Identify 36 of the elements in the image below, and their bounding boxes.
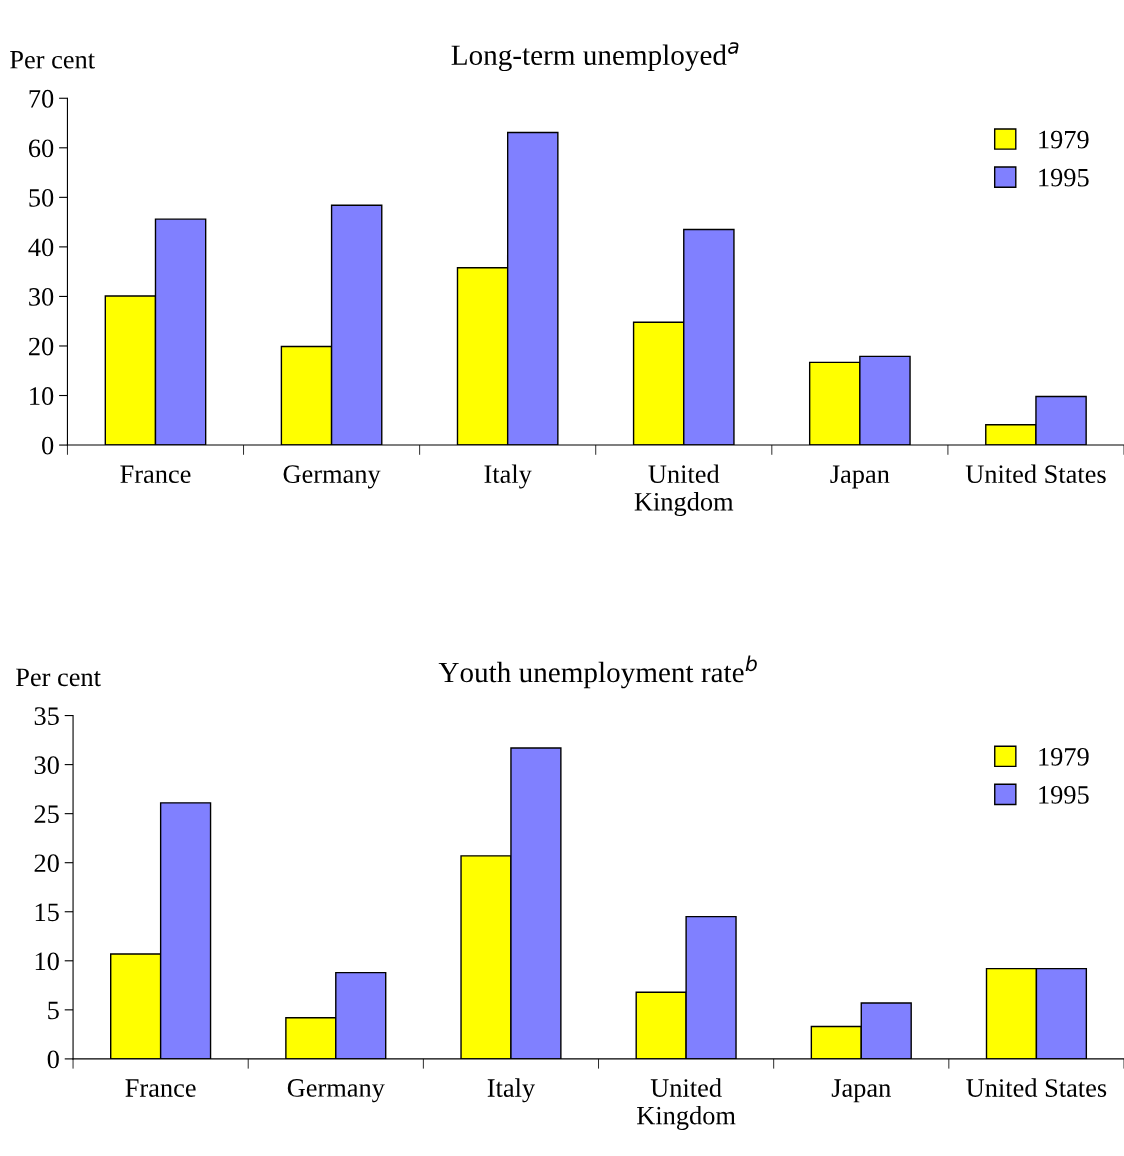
legend-label: 1979	[1039, 130, 1089, 149]
x-tick-label: United Kingdom	[634, 464, 734, 517]
x-tick-label: United Kingdom	[637, 1078, 736, 1130]
y-tick-label: 0	[42, 436, 54, 455]
x-tick-label: Japan	[830, 465, 890, 489]
y-tick-label: 35	[34, 707, 59, 725]
y-tick-label: 70	[29, 89, 54, 108]
y-axis-title: Per cent	[16, 668, 101, 687]
y-axis-title: Per cent	[10, 51, 95, 69]
x-tick-label: Italy	[487, 1078, 536, 1103]
y-tick-label: 30	[29, 288, 54, 306]
chart-title: Long-term unemployed$^{a}$	[451, 42, 739, 72]
x-tick-label: United States	[966, 1078, 1107, 1097]
legend-label: 1995	[1039, 168, 1089, 187]
chart-title: Youth unemployment rate$^{b}$	[438, 655, 757, 689]
legend-label: 1979	[1039, 747, 1089, 766]
x-tick-label: Japan	[831, 1079, 891, 1103]
x-tick-label: Italy	[484, 464, 532, 489]
y-tick-label: 10	[30, 387, 54, 405]
y-tick-label: 30	[34, 756, 59, 775]
y-tick-label: 10	[35, 952, 59, 971]
y-tick-label: 25	[34, 805, 59, 824]
y-tick-label: 15	[35, 903, 59, 922]
x-tick-label: Germany	[283, 465, 381, 489]
legend-label: 1995	[1039, 786, 1089, 804]
y-tick-label: 50	[29, 188, 54, 207]
x-tick-label: France	[125, 1079, 196, 1097]
y-tick-label: 60	[28, 139, 54, 158]
y-tick-label: 0	[47, 1050, 59, 1069]
x-tick-label: France	[120, 465, 191, 484]
x-tick-label: United States	[965, 464, 1106, 484]
y-tick-label: 20	[34, 854, 59, 873]
x-tick-label: Germany	[287, 1079, 385, 1103]
y-tick-label: 5	[48, 1001, 59, 1020]
y-tick-label: 20	[29, 337, 54, 356]
y-tick-label: 40	[28, 238, 54, 257]
